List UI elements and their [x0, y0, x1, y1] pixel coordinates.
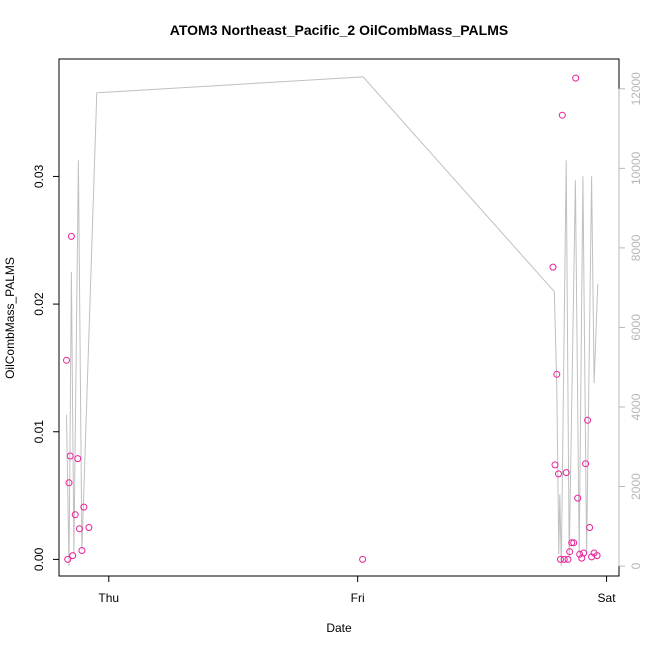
point-series [63, 74, 601, 563]
y2-tick-label: 4000 [629, 393, 643, 420]
data-point [64, 555, 72, 563]
data-point [80, 503, 88, 511]
plot-frame [58, 58, 620, 577]
data-point [85, 524, 93, 531]
data-point [582, 460, 590, 468]
data-point [74, 455, 82, 463]
bottom-axis: Thu Fri Sat [98, 576, 616, 605]
data-point [566, 548, 574, 556]
data-point [558, 111, 566, 119]
data-point [65, 479, 73, 487]
x-tick-label: Thu [98, 591, 119, 605]
data-point [78, 547, 86, 554]
data-point [359, 555, 367, 563]
data-point [553, 370, 561, 378]
data-point [560, 555, 568, 563]
data-point [586, 524, 594, 531]
data-point [570, 539, 578, 547]
data-point [75, 525, 83, 533]
data-point [584, 416, 592, 424]
y2-tick-label: 0 [629, 562, 643, 569]
data-point [549, 263, 557, 271]
data-point [71, 511, 79, 519]
chart-title: ATOM3 Northeast_Pacific_2 OilCombMass_PA… [170, 22, 508, 38]
y-tick-label: 0.03 [32, 164, 46, 188]
y-tick-label: 0.00 [32, 547, 46, 571]
data-point [66, 452, 74, 460]
y-tick-label: 0.01 [32, 420, 46, 444]
data-point [69, 552, 77, 560]
data-point [572, 74, 580, 82]
data-point [63, 356, 70, 364]
y2-tick-label: 2000 [629, 473, 643, 500]
y2-tick-label: 8000 [629, 234, 643, 261]
data-point [555, 470, 562, 478]
x-tick-label: Fri [351, 591, 365, 605]
y2-tick-label: 12000 [629, 72, 643, 106]
data-point [562, 469, 570, 477]
left-axis: 0.00 0.01 0.02 0.03 [32, 164, 59, 571]
y-tick-label: 0.02 [32, 292, 46, 316]
line-series [66, 76, 599, 567]
data-point [593, 552, 601, 560]
y2-tick-label: 6000 [629, 314, 643, 341]
secondary-line [66, 76, 599, 567]
data-point [551, 461, 559, 469]
data-point [576, 550, 584, 558]
data-point [568, 539, 576, 547]
data-point [574, 494, 582, 502]
right-axis: 0 2000 4000 6000 8000 10000 12000 [618, 72, 643, 569]
data-point [580, 549, 588, 557]
data-point [67, 232, 75, 240]
data-point [557, 555, 564, 563]
y2-tick-label: 10000 [629, 151, 643, 185]
x-tick-label: Sat [598, 591, 617, 605]
x-axis-label: Date [326, 621, 352, 635]
y-axis-label: OilCombMass_PALMS [3, 257, 17, 379]
data-point [564, 555, 572, 563]
